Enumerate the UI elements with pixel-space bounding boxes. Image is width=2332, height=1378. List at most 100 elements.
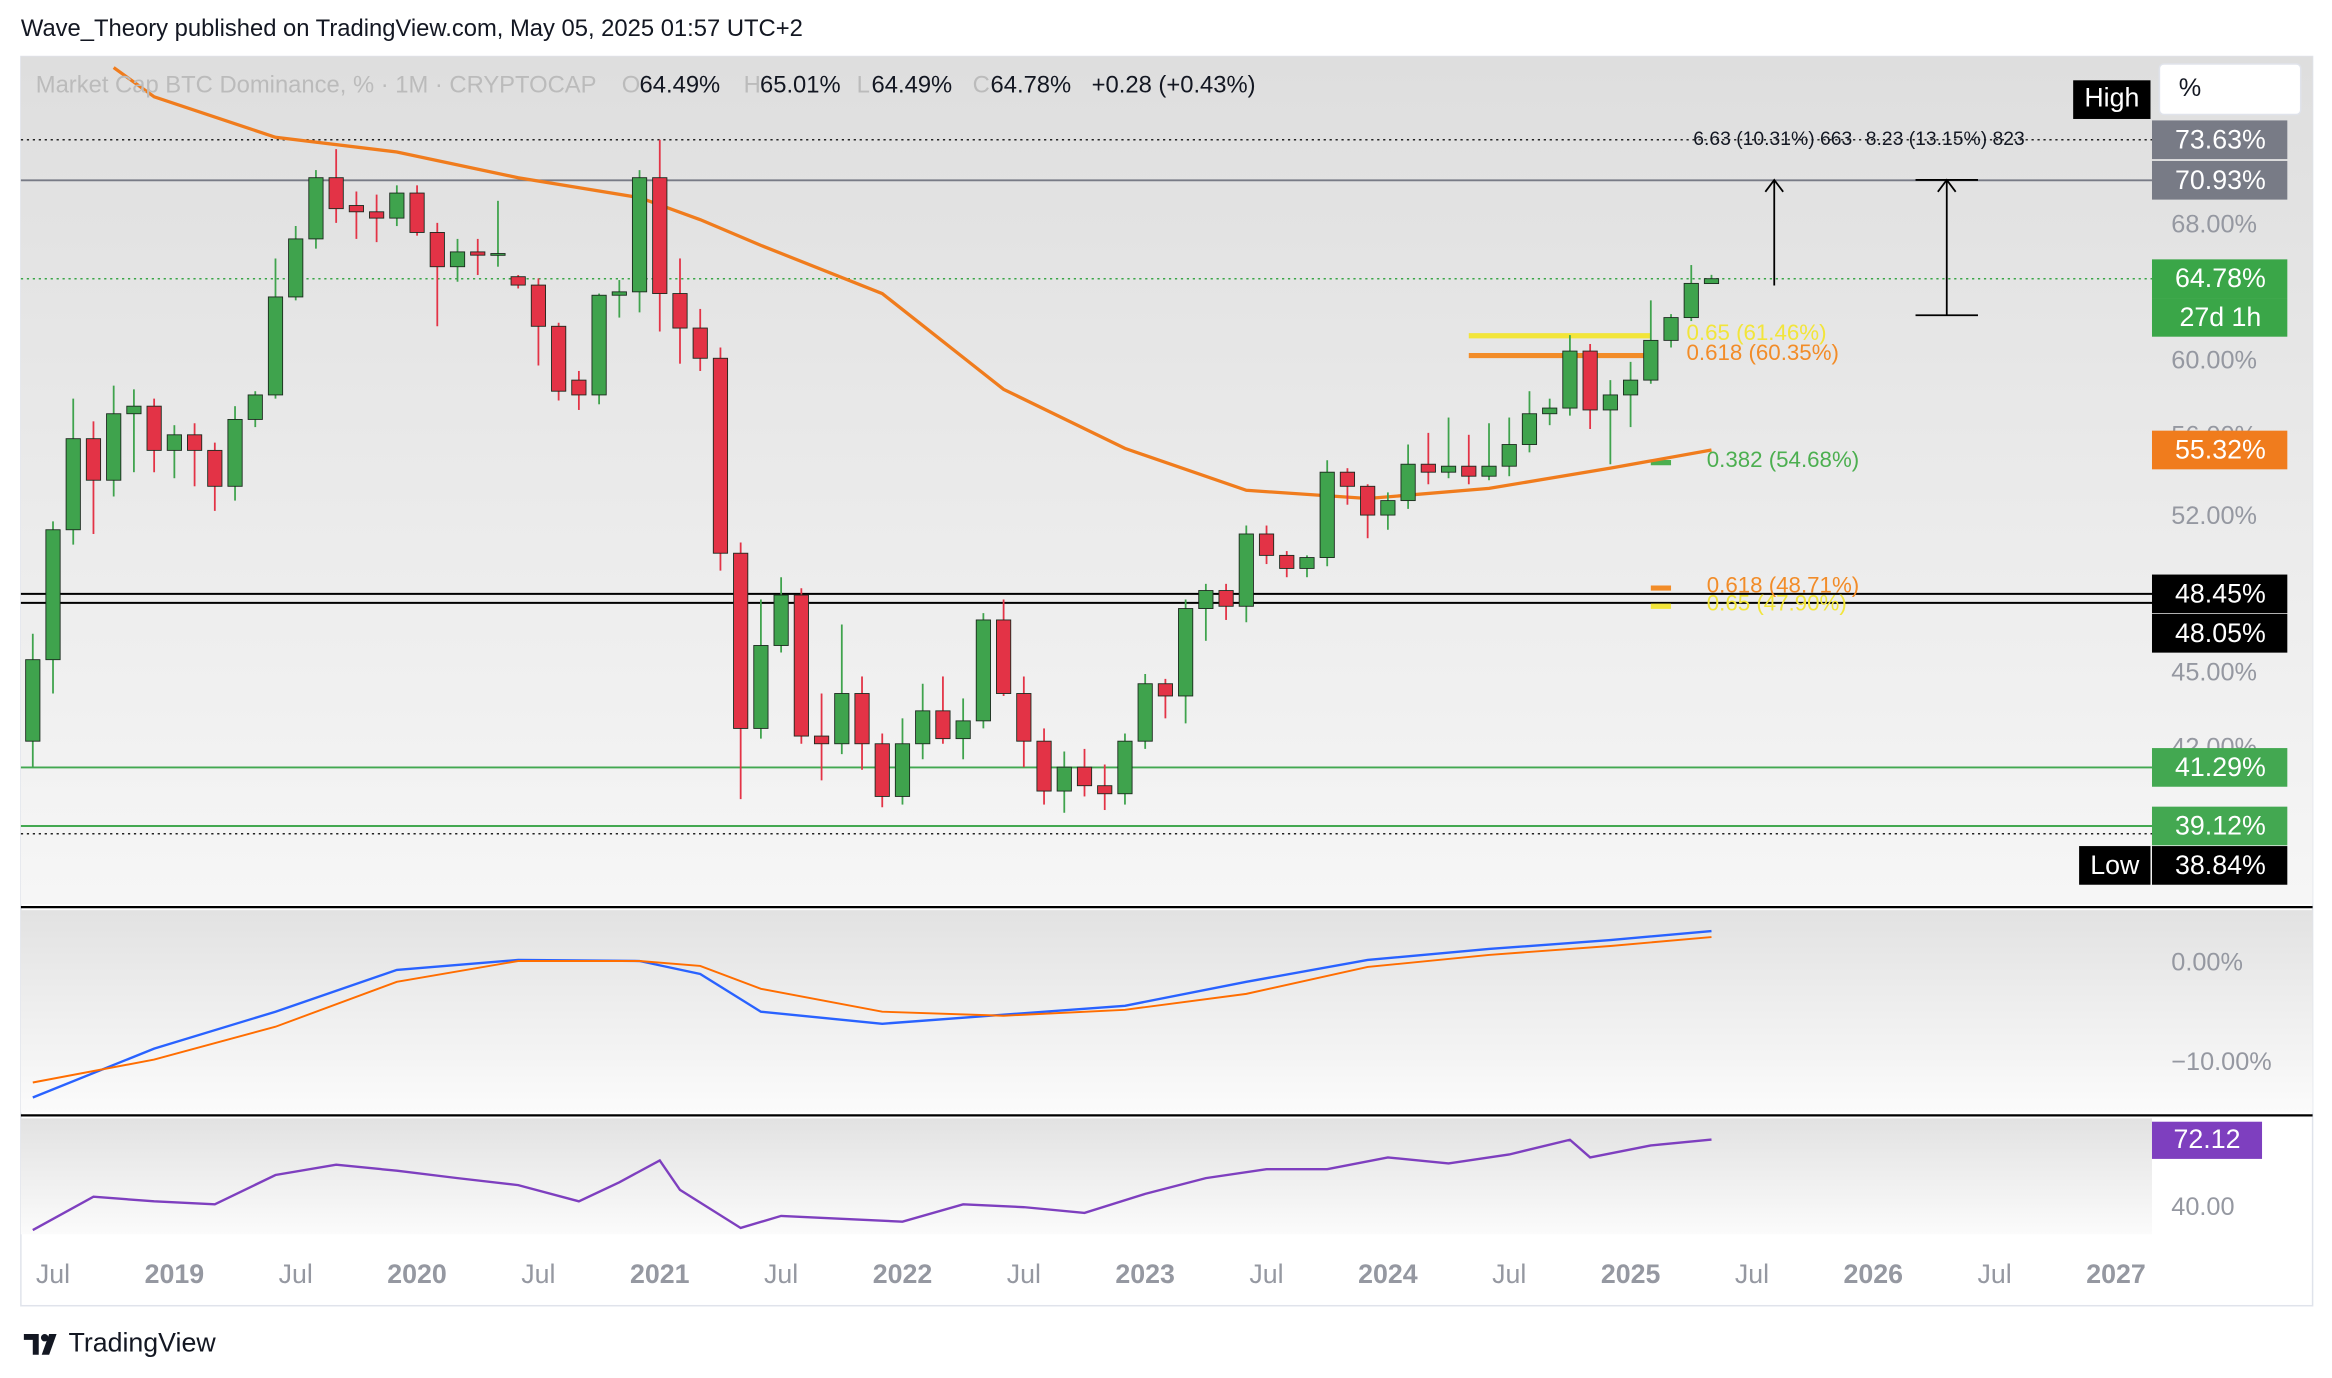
indicator-line: [32, 929, 1712, 1099]
x-tick-label: Jul: [1492, 1259, 1526, 1289]
candle-body: [65, 438, 81, 531]
ohlc-value: 65.01%: [760, 72, 841, 99]
x-tick-label: Jul: [1978, 1259, 2012, 1289]
candle-body: [1562, 350, 1578, 409]
candle-body: [854, 693, 870, 745]
candle-body: [45, 529, 61, 661]
candle-body: [813, 735, 830, 745]
candle-body: [1683, 282, 1699, 319]
candle-body: [1299, 557, 1315, 569]
price-badge: [2151, 574, 2288, 614]
rsi-panel: [20, 1118, 2152, 1235]
y-tick-label: 40.00: [2171, 1193, 2234, 1221]
price-badge-label: 55.32%: [2175, 435, 2266, 465]
price-badge: [2151, 259, 2288, 299]
x-tick-label: 2019: [145, 1259, 205, 1289]
candle-body: [1420, 463, 1436, 473]
candle-body: [591, 294, 607, 396]
price-badge: [2151, 120, 2288, 160]
candle-body: [1542, 407, 1558, 415]
scale-mode[interactable]: %: [2179, 74, 2201, 102]
x-tick-label: 2025: [1601, 1259, 1661, 1289]
ohlc-letter: C: [973, 72, 990, 99]
price-badge: [2151, 160, 2288, 200]
ohlc-change: +0.28 (+0.43%): [1092, 72, 1256, 99]
candle-body: [672, 293, 688, 329]
candle-body: [389, 192, 405, 219]
y-tick-label: 52.00%: [2171, 502, 2257, 530]
candle-body: [834, 693, 850, 745]
high-tag-box: [2073, 80, 2151, 119]
x-tick-label: Jul: [764, 1259, 798, 1289]
x-tick-label: 2024: [1358, 1259, 1418, 1289]
candle-body: [1582, 350, 1598, 411]
price-badge: [2151, 846, 2288, 885]
candle-body: [187, 434, 203, 451]
measure-label: 8.23 (13.15%) 823: [1866, 129, 2025, 150]
candle-body: [1440, 465, 1457, 473]
candle-body: [429, 232, 445, 268]
candle-body: [996, 619, 1012, 694]
x-tick-label: 2026: [1844, 1259, 1904, 1289]
candle-body: [1400, 463, 1416, 502]
candle-body: [449, 251, 466, 268]
candle-body: [611, 291, 627, 296]
candle-body: [1521, 413, 1538, 445]
candle-body: [1056, 766, 1072, 792]
candle-body: [692, 327, 708, 359]
candle-body: [975, 619, 991, 722]
candle-body: [207, 449, 223, 487]
candle-body: [85, 438, 102, 481]
candle-body: [1461, 465, 1477, 477]
candle-body: [1258, 533, 1275, 556]
y-tick-label: −10.00%: [2171, 1048, 2271, 1076]
candle-body: [753, 645, 769, 729]
price-badge-label: 41.29%: [2175, 752, 2266, 782]
price-badge-label: 73.63%: [2175, 124, 2266, 154]
candle-body: [530, 284, 547, 327]
y-tick-label: 45.00%: [2171, 659, 2257, 687]
countdown-label: 27d 1h: [2179, 302, 2261, 332]
ohlc-letter: L: [857, 72, 870, 99]
candle-body: [631, 177, 648, 293]
candle-body: [166, 434, 182, 451]
candle-body: [1036, 740, 1052, 792]
price-tag: Low: [2090, 850, 2140, 880]
ohlc-value: 64.49%: [872, 72, 953, 99]
footer-brand: TradingView: [68, 1327, 216, 1357]
price-tag-box: [2079, 846, 2151, 885]
candle-body: [1643, 339, 1659, 381]
candle-body: [712, 357, 729, 554]
candle-body: [328, 177, 344, 210]
candle-body: [1076, 766, 1093, 787]
candle-body: [935, 710, 951, 740]
candle-body: [1218, 590, 1234, 607]
candle-body: [1097, 785, 1113, 795]
price-badge-label: 38.84%: [2175, 850, 2266, 880]
price-badge-label: 70.93%: [2175, 165, 2266, 195]
price-badge-label: 48.45%: [2175, 578, 2266, 608]
ohlc-letter: O: [622, 72, 641, 99]
candle-body: [146, 405, 162, 451]
x-tick-label: Jul: [279, 1259, 313, 1289]
fib-label: 0.618 (60.35%): [1687, 340, 1839, 365]
x-tick-label: 2021: [630, 1259, 690, 1289]
fib-label: 0.65 (61.46%): [1687, 320, 1827, 345]
candle-body: [267, 296, 284, 396]
candle-body: [409, 192, 425, 233]
ohlc-value: 64.49%: [640, 72, 721, 99]
candle-body: [470, 251, 486, 256]
price-panel: [20, 56, 2313, 905]
indicator-badge-label: 72.12: [2174, 1124, 2241, 1154]
indicator-line: [32, 1138, 1712, 1232]
candle-body: [1623, 379, 1639, 396]
candle-body: [894, 743, 911, 797]
candle-body: [1663, 317, 1679, 341]
candle-body: [227, 418, 243, 487]
fib-label: 0.382 (54.68%): [1707, 447, 1859, 472]
candle-body: [652, 177, 668, 294]
candle-body: [1339, 471, 1356, 487]
scale-mode-button[interactable]: [2158, 63, 2302, 116]
price-badge: [2151, 613, 2288, 653]
